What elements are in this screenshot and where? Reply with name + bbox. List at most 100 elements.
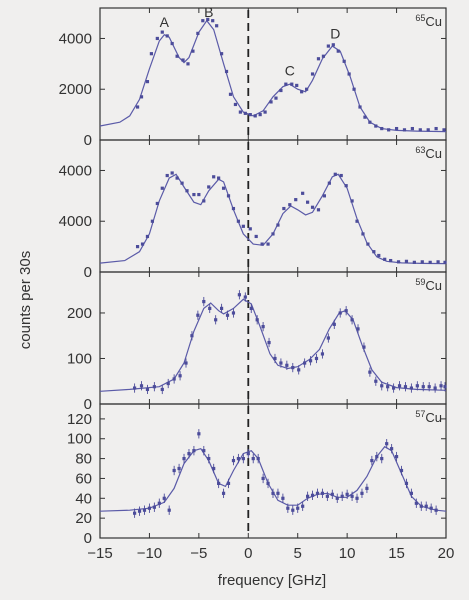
- data-point: [185, 189, 189, 193]
- data-point: [211, 19, 215, 23]
- data-point: [358, 105, 362, 109]
- data-point: [345, 492, 349, 496]
- data-point: [165, 173, 169, 178]
- panel-frame: [99, 7, 447, 141]
- data-point: [342, 59, 346, 63]
- data-point: [271, 232, 275, 236]
- data-point: [390, 447, 394, 451]
- data-point: [375, 455, 379, 459]
- y-tick-label: 4000: [59, 30, 92, 47]
- fit-curve: [99, 445, 447, 512]
- peak-label: A: [160, 14, 170, 30]
- data-point: [202, 449, 206, 453]
- data-point: [266, 242, 270, 246]
- data-point: [160, 387, 164, 392]
- data-point: [187, 452, 191, 456]
- data-point: [396, 260, 401, 264]
- data-point: [320, 352, 325, 356]
- data-point: [300, 90, 304, 94]
- data-point: [330, 492, 334, 496]
- data-point: [202, 199, 206, 203]
- fit-curve: [99, 19, 447, 133]
- data-point: [303, 361, 307, 365]
- isotope-symbol: Cu: [425, 278, 442, 293]
- data-point: [170, 171, 174, 175]
- y-tick-label: 40: [75, 490, 92, 507]
- y-tick-label: 2000: [59, 81, 92, 98]
- data-point: [206, 17, 210, 22]
- data-point: [135, 105, 140, 109]
- data-point: [157, 501, 161, 505]
- data-point: [248, 113, 252, 117]
- data-point: [167, 508, 171, 512]
- data-point: [325, 494, 329, 498]
- data-point: [285, 363, 289, 367]
- data-point: [221, 186, 226, 190]
- data-point: [243, 295, 247, 299]
- y-tick-label: 20: [75, 510, 92, 527]
- data-point: [377, 253, 381, 258]
- data-point: [316, 57, 321, 61]
- data-point: [201, 19, 205, 23]
- x-tick-label: −5: [190, 545, 207, 562]
- data-point: [233, 102, 238, 107]
- data-point: [281, 496, 285, 500]
- data-point: [282, 206, 286, 211]
- x-tick-label: 5: [294, 545, 302, 562]
- data-point: [184, 361, 188, 365]
- y-tick-label: 0: [84, 530, 92, 547]
- data-point: [190, 334, 194, 338]
- data-point: [301, 504, 305, 508]
- data-point: [434, 126, 438, 131]
- data-point: [263, 110, 267, 114]
- data-point: [267, 340, 271, 345]
- data-point: [251, 456, 255, 461]
- data-point: [248, 227, 252, 231]
- data-point: [225, 313, 230, 317]
- data-point: [442, 128, 446, 132]
- isotope-mass-number: 65: [415, 13, 425, 23]
- data-point: [352, 87, 356, 91]
- data-point: [414, 501, 418, 505]
- data-point: [326, 336, 330, 340]
- data-point: [202, 299, 206, 304]
- x-tick-label: −10: [137, 545, 162, 562]
- data-point: [374, 379, 378, 383]
- data-point: [443, 260, 447, 264]
- data-point: [344, 184, 348, 188]
- data-point: [212, 175, 216, 179]
- data-point: [331, 43, 335, 47]
- y-axis-label: counts per 30s: [17, 251, 34, 349]
- panel-frame: [99, 403, 447, 539]
- data-point: [415, 384, 419, 388]
- data-point: [404, 259, 409, 263]
- y-tick-label: 4000: [59, 213, 92, 230]
- data-point: [147, 506, 152, 510]
- data-point: [350, 494, 354, 498]
- peak-label: B: [204, 4, 213, 20]
- data-point: [386, 385, 390, 389]
- data-point: [224, 69, 229, 74]
- data-point: [197, 192, 201, 197]
- peak-label: C: [285, 62, 295, 78]
- data-point: [344, 309, 348, 313]
- data-point: [332, 322, 336, 326]
- data-point: [279, 88, 283, 93]
- y-tick-label: 0: [84, 396, 92, 413]
- data-point: [255, 318, 259, 322]
- data-point: [139, 384, 144, 388]
- data-point: [155, 36, 159, 41]
- data-point: [165, 34, 169, 38]
- data-point: [145, 234, 150, 239]
- data-point: [276, 491, 280, 495]
- data-point: [383, 257, 387, 261]
- data-point: [314, 356, 319, 361]
- data-point: [175, 54, 179, 58]
- data-point: [434, 508, 438, 512]
- panel-65Cu: 0 2000 4000 A B C D 65Cu: [59, 4, 447, 149]
- data-point: [191, 49, 195, 53]
- data-point: [135, 245, 140, 249]
- data-point: [170, 41, 174, 46]
- data-point: [360, 491, 364, 495]
- data-point: [231, 206, 236, 211]
